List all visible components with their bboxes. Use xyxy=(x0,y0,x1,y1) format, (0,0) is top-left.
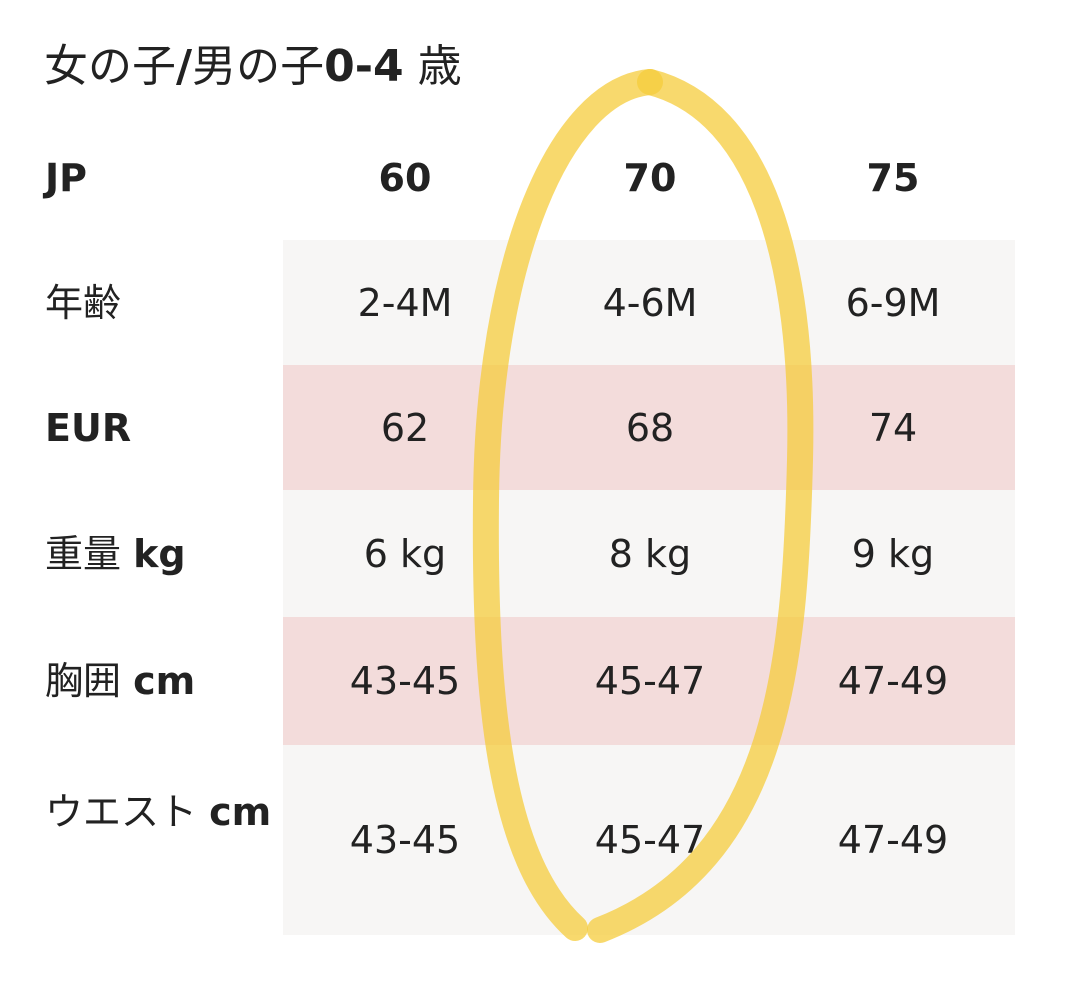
row-label: 重量 kg xyxy=(45,526,275,582)
table-cell: 62 xyxy=(380,405,430,450)
table-cell: 45-47 xyxy=(594,659,706,703)
table-row: ウエスト cm 43-45 45-47 47-49 xyxy=(0,745,1080,935)
table-cell: 43-45 xyxy=(349,659,461,703)
table-cell: 2-4M xyxy=(357,280,453,325)
table-cell: 8 kg xyxy=(608,531,692,576)
table-cell: 9 kg xyxy=(851,531,935,576)
title-part: 歳 xyxy=(403,41,462,92)
label-unit: kg xyxy=(133,531,186,576)
table-cell: 43-45 xyxy=(349,818,461,862)
table-cell: 6 kg xyxy=(363,531,447,576)
row-label: 年齢 xyxy=(45,275,275,331)
label-unit: cm xyxy=(209,790,272,834)
header-cell: 60 xyxy=(378,156,432,200)
header-cell: JP xyxy=(45,156,87,200)
row-label: EUR xyxy=(45,400,275,456)
title-part: 女の子 xyxy=(44,41,176,92)
label-text: 年齢 xyxy=(45,280,122,325)
row-label: ウエスト cm xyxy=(45,784,275,840)
table-cell: 4-6M xyxy=(602,280,698,325)
title-part: 男の子 xyxy=(192,41,325,92)
label-text: 重量 xyxy=(45,531,122,576)
table-row: 年齢 2-4M 4-6M 6-9M xyxy=(0,240,1080,365)
header-cell: 75 xyxy=(866,156,920,200)
header-cell: 70 xyxy=(623,156,677,200)
table-cell: 74 xyxy=(868,405,918,450)
label-text: 胸囲 xyxy=(45,659,122,703)
label-text: EUR xyxy=(45,405,132,450)
title: 女の子/男の子0-4 歳 xyxy=(44,30,462,94)
table-row: EUR 62 68 74 xyxy=(0,365,1080,490)
table-row: 胸囲 cm 43-45 45-47 47-49 xyxy=(0,617,1080,745)
title-part: / xyxy=(176,41,193,92)
title-part: 0-4 xyxy=(324,41,404,92)
label-unit: cm xyxy=(133,659,196,703)
table-cell: 45-47 xyxy=(594,818,706,862)
table-cell: 6-9M xyxy=(845,280,941,325)
table-cell: 47-49 xyxy=(837,659,949,703)
table-cell: 47-49 xyxy=(837,818,949,862)
table-row: 重量 kg 6 kg 8 kg 9 kg xyxy=(0,490,1080,617)
row-label: 胸囲 cm xyxy=(45,653,275,709)
table-cell: 68 xyxy=(625,405,675,450)
label-text: ウエスト xyxy=(45,790,198,834)
